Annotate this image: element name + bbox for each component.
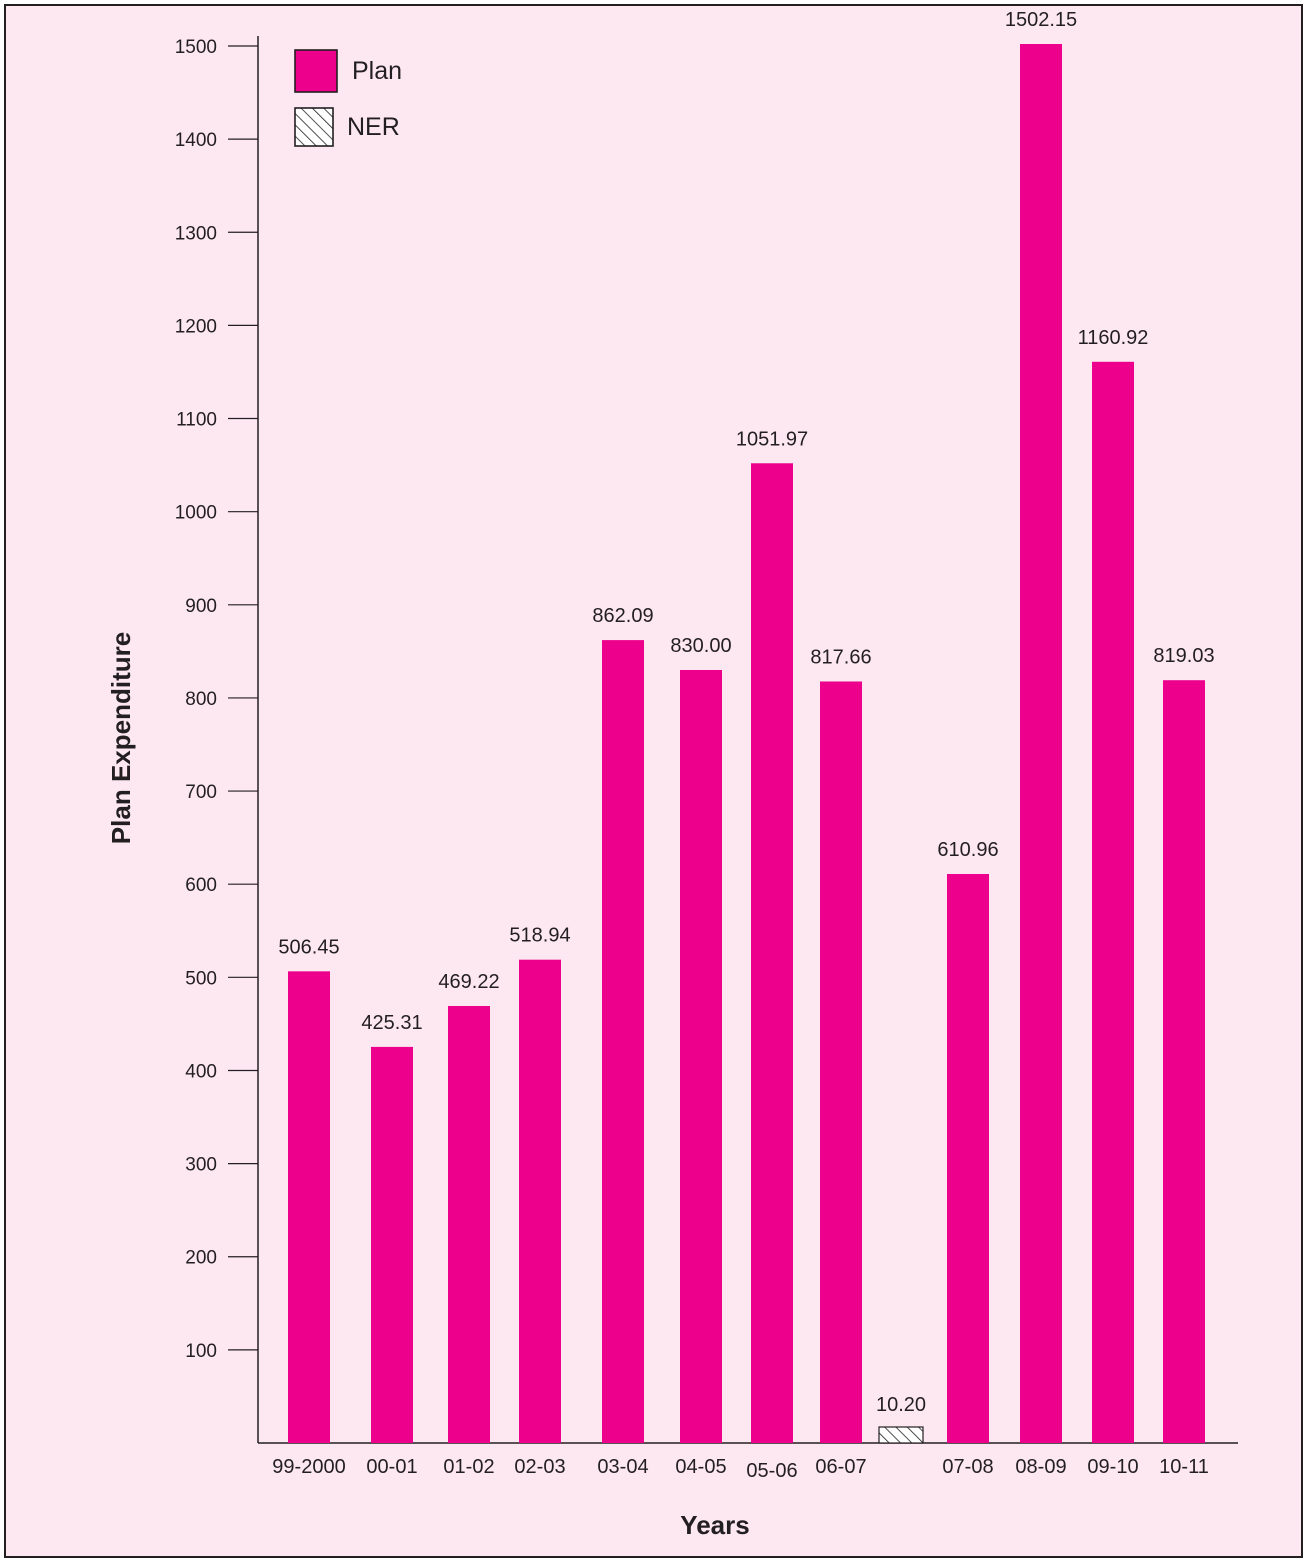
legend-swatch-ner bbox=[294, 107, 334, 147]
y-tick-label: 600 bbox=[185, 875, 217, 896]
bar-plan bbox=[371, 1046, 413, 1443]
y-tick-label: 400 bbox=[185, 1061, 217, 1082]
bar-value-label: 506.45 bbox=[278, 936, 339, 958]
bar-value-label: 425.31 bbox=[361, 1012, 422, 1034]
y-tick-label: 700 bbox=[185, 782, 217, 803]
bar-ner bbox=[878, 1426, 924, 1444]
x-tick-label: 03-04 bbox=[597, 1456, 648, 1478]
bar-plan bbox=[947, 873, 989, 1443]
bar-plan bbox=[288, 971, 330, 1443]
bar-value-label: 1160.92 bbox=[1078, 327, 1149, 349]
legend-label: NER bbox=[347, 113, 400, 141]
x-axis-title: Years bbox=[680, 1510, 749, 1540]
y-axis: 100 200 300 400 500 600 700 800 900 1000 1100 1200 1… bbox=[175, 36, 259, 1443]
legend: Plan NER bbox=[294, 49, 402, 147]
x-tick-label: 09-10 bbox=[1087, 1456, 1138, 1478]
bar-plan bbox=[680, 669, 722, 1443]
bar-plan bbox=[751, 463, 793, 1443]
y-tick-label: 100 bbox=[185, 1341, 217, 1362]
chart-frame bbox=[4, 4, 1303, 1558]
x-tick-label: 02-03 bbox=[514, 1456, 565, 1478]
x-tick-label: 10-11 bbox=[1159, 1456, 1209, 1478]
bar-plan bbox=[820, 681, 862, 1443]
y-tick-label: 1500 bbox=[175, 37, 217, 58]
y-tick-label: 1100 bbox=[176, 410, 217, 431]
bar-value-label: 830.00 bbox=[670, 635, 731, 657]
y-tick-label: 1400 bbox=[175, 130, 217, 151]
bar-plan bbox=[602, 640, 644, 1443]
x-tick-label: 00-01 bbox=[366, 1456, 417, 1478]
x-axis: 99-2000 00-01 01-02 02-03 03-04 04-05 05-06 06-… bbox=[258, 1442, 1238, 1482]
y-tick-label: 900 bbox=[185, 596, 217, 617]
legend-swatch-plan bbox=[294, 49, 338, 93]
y-tick-label: 200 bbox=[185, 1248, 217, 1269]
bar-value-label: 469.22 bbox=[438, 971, 499, 993]
x-tick-label: 06-07 bbox=[815, 1456, 866, 1478]
y-tick-label: 300 bbox=[185, 1155, 217, 1176]
y-axis-title: Plan Expenditure bbox=[106, 632, 136, 844]
y-tick-label: 1000 bbox=[175, 503, 217, 524]
bar-plan bbox=[1163, 680, 1205, 1443]
bar-value-label: 817.66 bbox=[810, 646, 871, 668]
y-tick-label: 1200 bbox=[175, 316, 217, 337]
bar-plan bbox=[448, 1005, 490, 1443]
y-tick-label: 800 bbox=[185, 689, 217, 710]
x-tick-label: 99-2000 bbox=[272, 1456, 345, 1478]
x-tick-label: 08-09 bbox=[1015, 1456, 1066, 1478]
bars-group: 506.45 425.31 469.22 518.94 862.09 830.00 1051… bbox=[278, 9, 1215, 1444]
bar-plan bbox=[519, 959, 561, 1443]
bar-plan bbox=[1092, 361, 1134, 1443]
bar-value-label: 610.96 bbox=[937, 839, 998, 861]
bar-value-label: 862.09 bbox=[592, 605, 653, 627]
x-tick-label: 07-08 bbox=[942, 1456, 993, 1478]
x-tick-label: 05-06 bbox=[746, 1460, 797, 1482]
y-tick-label: 500 bbox=[185, 968, 217, 989]
x-tick-label: 01-02 bbox=[443, 1456, 494, 1478]
y-tick-label: 1300 bbox=[175, 223, 217, 244]
bar-value-label: 1502.15 bbox=[1005, 9, 1077, 31]
bar-value-label: 819.03 bbox=[1153, 645, 1214, 667]
x-tick-label: 04-05 bbox=[675, 1456, 726, 1478]
bar-value-label: 518.94 bbox=[509, 925, 570, 947]
bar-value-label: 1051.97 bbox=[736, 428, 808, 450]
bar-value-label: 10.20 bbox=[876, 1394, 926, 1416]
legend-label: Plan bbox=[352, 57, 402, 85]
bar-plan bbox=[1020, 43, 1062, 1443]
